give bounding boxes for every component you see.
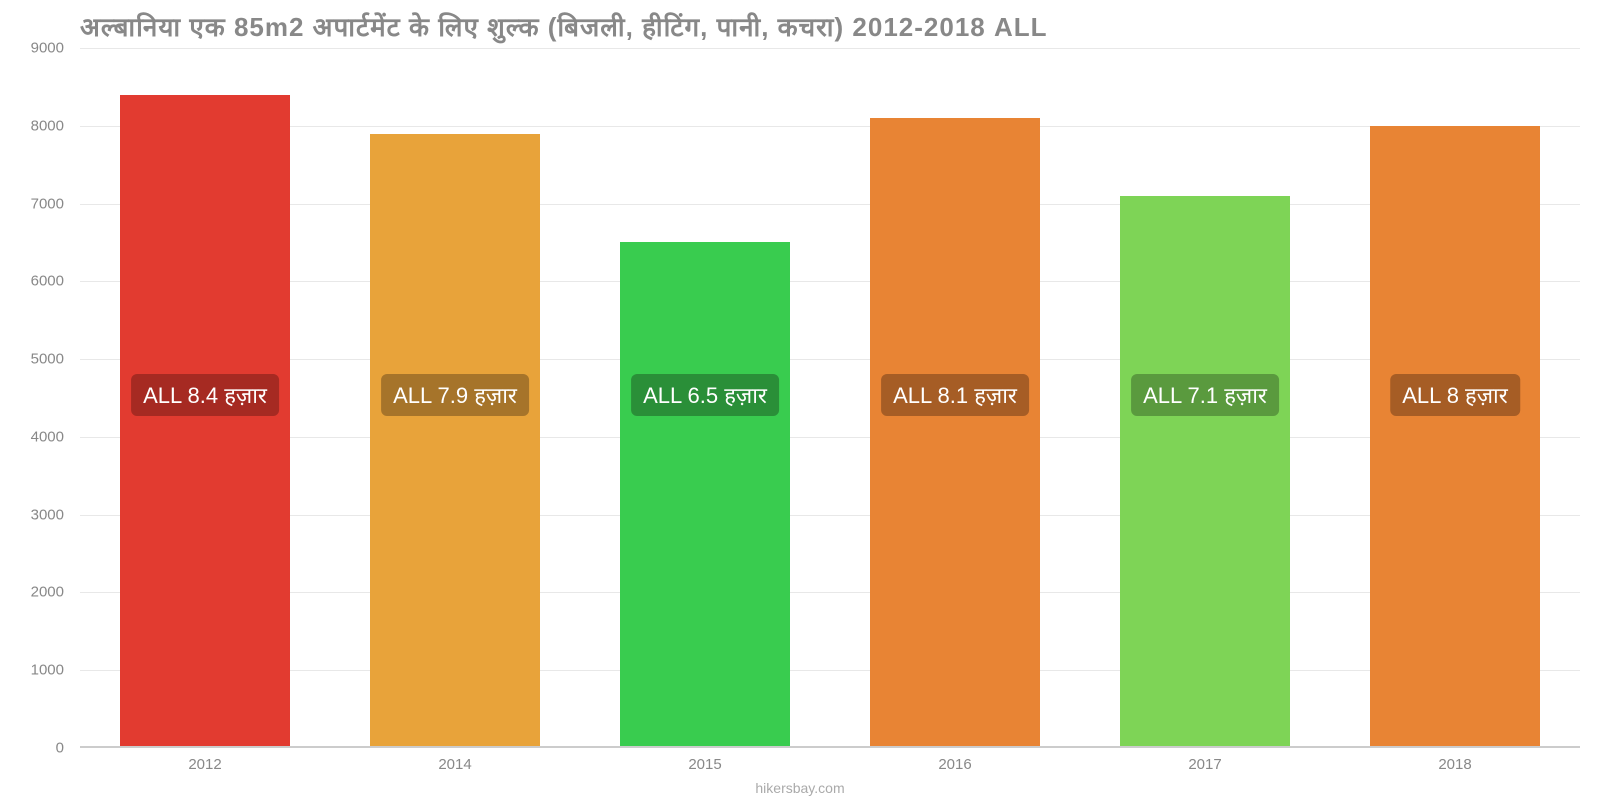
y-tick-label: 6000: [31, 273, 64, 290]
value-badge: ALL 8.1 हज़ार: [881, 374, 1029, 416]
value-badge: ALL 7.1 हज़ार: [1131, 374, 1279, 416]
x-tick-label: 2012: [188, 756, 221, 773]
bar: ALL 6.5 हज़ार: [620, 242, 790, 748]
bars-group: ALL 8.4 हज़ार ALL 7.9 हज़ार ALL 6.5 हज़ार A…: [80, 48, 1580, 748]
y-axis: 0100020003000400050006000700080009000: [0, 48, 72, 748]
x-tick-label: 2016: [938, 756, 971, 773]
x-tick-label: 2014: [438, 756, 471, 773]
x-tick-label: 2015: [688, 756, 721, 773]
plot-area: ALL 8.4 हज़ार ALL 7.9 हज़ार ALL 6.5 हज़ार A…: [80, 48, 1580, 748]
bar: ALL 7.1 हज़ार: [1120, 196, 1290, 748]
value-badge: ALL 8 हज़ार: [1390, 374, 1520, 416]
y-tick-label: 5000: [31, 351, 64, 368]
y-tick-label: 1000: [31, 662, 64, 679]
y-tick-label: 4000: [31, 428, 64, 445]
y-tick-label: 2000: [31, 584, 64, 601]
chart-title: अल्बानिया एक 85m2 अपार्टमेंट के लिए शुल्…: [80, 8, 1048, 44]
value-badge: ALL 7.9 हज़ार: [381, 374, 529, 416]
bar: ALL 8.1 हज़ार: [870, 118, 1040, 748]
y-tick-label: 3000: [31, 506, 64, 523]
y-tick-label: 7000: [31, 195, 64, 212]
x-axis-line: [80, 746, 1580, 748]
value-badge: ALL 6.5 हज़ार: [631, 374, 779, 416]
bar: ALL 7.9 हज़ार: [370, 134, 540, 748]
y-tick-label: 0: [56, 740, 64, 757]
x-tick-label: 2017: [1188, 756, 1221, 773]
bar: ALL 8 हज़ार: [1370, 126, 1540, 748]
x-tick-label: 2018: [1438, 756, 1471, 773]
y-tick-label: 9000: [31, 40, 64, 57]
y-tick-label: 8000: [31, 117, 64, 134]
value-badge: ALL 8.4 हज़ार: [131, 374, 279, 416]
bar-chart: अल्बानिया एक 85m2 अपार्टमेंट के लिए शुल्…: [0, 0, 1600, 800]
attribution: hikersbay.com: [755, 780, 844, 796]
bar: ALL 8.4 हज़ार: [120, 95, 290, 748]
